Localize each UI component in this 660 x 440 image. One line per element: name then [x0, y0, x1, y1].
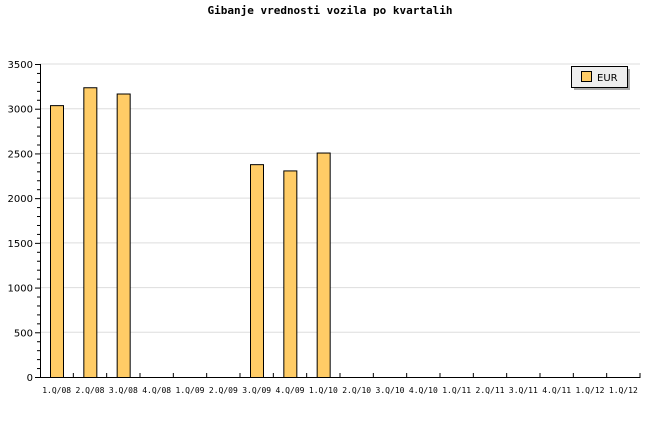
- bar: [83, 87, 98, 378]
- x-tick-label: 2.Q/10: [342, 386, 371, 395]
- x-tick-label: 4.Q/08: [142, 386, 171, 395]
- x-tick-label: 1.Q/11: [442, 386, 471, 395]
- x-tick-label: 1.Q/08: [42, 386, 71, 395]
- y-tick-label: 1500: [8, 239, 33, 250]
- y-tick-label: 1000: [8, 284, 33, 295]
- bar: [250, 164, 264, 378]
- x-tick-label: 1.Q/12: [576, 386, 605, 395]
- x-tick-label: 3.Q/10: [376, 386, 405, 395]
- bar: [316, 152, 331, 378]
- x-tick-label: 3.Q/09: [242, 386, 271, 395]
- chart-title: Gibanje vrednosti vozila po kvartalih: [207, 4, 453, 17]
- x-tick-label: 1.Q/09: [176, 386, 205, 395]
- x-tick-label: 4.Q/10: [409, 386, 438, 395]
- y-tick-label: 3500: [8, 60, 33, 71]
- legend-label: EUR: [597, 73, 618, 84]
- x-tick-label: 1.Q/10: [309, 386, 338, 395]
- x-tick-label: 2.Q/11: [476, 386, 505, 395]
- y-tick-label: 500: [14, 328, 33, 339]
- x-tick-label: 3.Q/08: [109, 386, 138, 395]
- y-tick-label: 0: [27, 373, 33, 384]
- x-tick-label: 3.Q/11: [509, 386, 538, 395]
- bar: [283, 170, 298, 378]
- legend-swatch: [581, 71, 592, 82]
- bar: [50, 105, 64, 378]
- y-tick-label: 2500: [8, 149, 33, 160]
- y-tick-label: 3000: [8, 105, 33, 116]
- x-tick-label: 1.Q/12: [609, 386, 638, 395]
- y-tick-label: 2000: [8, 194, 33, 205]
- x-tick-label: 2.Q/08: [76, 386, 105, 395]
- x-tick-label: 4.Q/09: [276, 386, 305, 395]
- x-tick-label: 2.Q/09: [209, 386, 238, 395]
- bar: [116, 93, 131, 379]
- x-tick-label: 4.Q/11: [542, 386, 571, 395]
